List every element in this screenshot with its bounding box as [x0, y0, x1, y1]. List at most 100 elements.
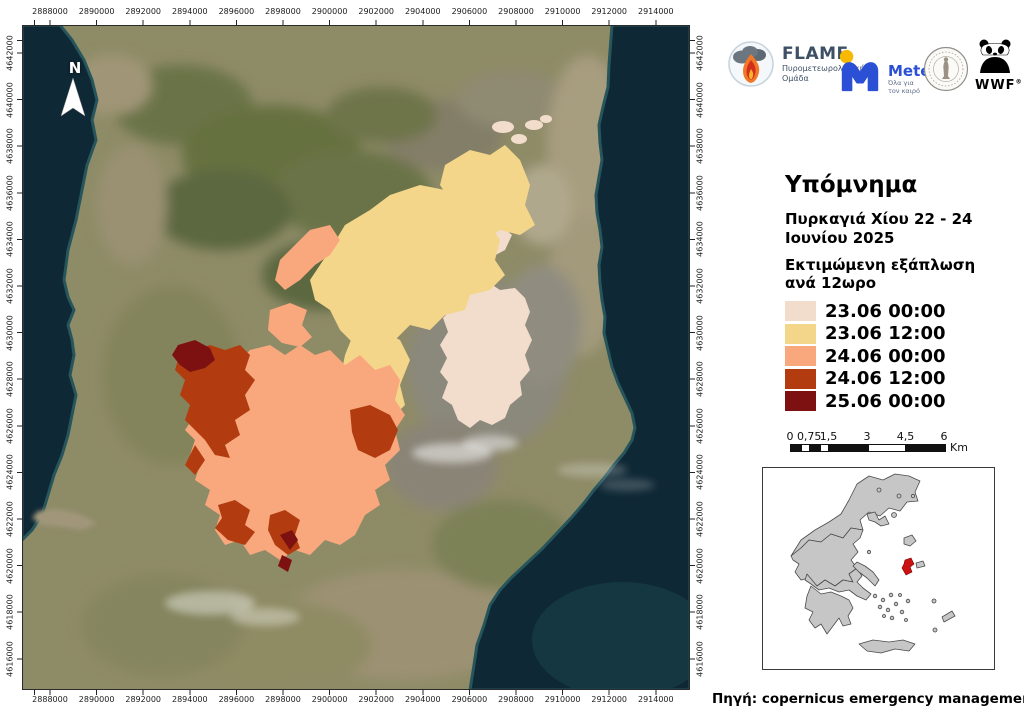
scale-bar-number: 0: [786, 430, 794, 443]
y-coordinate-label: 4634000: [695, 221, 705, 258]
x-coordinate-label: 2890000: [78, 695, 115, 704]
x-coordinate-label: 2888000: [32, 695, 68, 704]
y-coordinate-label: 4618000: [695, 594, 705, 631]
fire-spread-2506-0000: [172, 340, 298, 572]
scale-bar-number: 0,75: [796, 430, 822, 443]
x-coordinate-label: 2894000: [171, 695, 208, 704]
y-coordinate-label: 4642000: [695, 35, 705, 71]
y-coordinate-label: 4636000: [695, 174, 705, 211]
legend-color-swatch: [785, 391, 816, 412]
legend-color-swatch: [785, 323, 816, 344]
scale-bar: 0 0,75 1,5 3 4,5 6 Km: [786, 430, 968, 456]
imagery-attribution: Maxar: [674, 691, 702, 701]
scale-bar-number: 6: [940, 430, 948, 443]
flame-logo-subtitle-1: Πυρομετεωρολογική: [782, 64, 865, 73]
x-coordinate-label: 2912000: [591, 7, 628, 16]
x-coordinate-label: 2898000: [265, 7, 301, 16]
north-arrow-icon: [60, 78, 86, 117]
legend: Υπόμνημα Πυρκαγιά Χίου 22 - 24 Ιουνίου 2…: [785, 172, 1015, 413]
wwf-logo-title: WWF: [975, 78, 1016, 93]
x-coordinate-label: 2900000: [311, 695, 348, 704]
flame-logo-icon: [728, 41, 774, 87]
meteo-logo-subtitle-2: τον καιρό: [888, 86, 921, 95]
legend-item: 24.06 00:00: [785, 345, 1015, 368]
x-coordinate-label: 2910000: [544, 7, 581, 16]
y-axis-labels-right: 4642000 4640000 4638000 4636000 4634000 46320…: [692, 25, 708, 690]
legend-item-label: 24.06 00:00: [825, 345, 946, 367]
y-coordinate-label: 4638000: [695, 128, 705, 165]
legend-color-swatch: [785, 368, 816, 389]
legend-item: 25.06 00:00: [785, 390, 1015, 413]
x-coordinate-label: 2892000: [125, 7, 162, 16]
legend-item: 23.06 12:00: [785, 323, 1015, 346]
header-logos: FLAME Πυρομετεωρολογική Ομάδα Meteo Όλα …: [715, 36, 1022, 111]
y-axis-labels-left: 4642000 4640000 4638000 4636000 4634000 46320…: [2, 25, 18, 690]
y-coordinate-label: 4642000: [5, 35, 15, 71]
y-coordinate-label: 4640000: [5, 81, 15, 118]
x-coordinate-label: 2904000: [404, 7, 441, 16]
university-seal-icon: [923, 46, 969, 96]
legend-item-label: 23.06 12:00: [825, 323, 946, 345]
inset-map-greece: [762, 467, 995, 670]
x-coordinate-label: 2914000: [637, 695, 674, 704]
x-coordinate-label: 2902000: [358, 695, 395, 704]
y-coordinate-label: 4622000: [695, 501, 705, 537]
x-coordinate-label: 2908000: [498, 695, 534, 704]
satellite-imagery: [22, 25, 690, 690]
y-coordinate-label: 4624000: [5, 454, 15, 491]
wwf-logo: WWF®: [975, 39, 1022, 93]
x-coordinate-label: 2894000: [171, 7, 208, 16]
y-coordinate-label: 4632000: [695, 268, 705, 304]
legend-item-label: 23.06 00:00: [825, 300, 946, 322]
greece-outline: [790, 473, 956, 654]
y-coordinate-label: 4628000: [5, 361, 15, 398]
legend-item-label: 25.06 00:00: [825, 390, 946, 412]
meteo-logo-icon: [839, 49, 879, 92]
clouds: [165, 435, 655, 626]
legend-item: 24.06 12:00: [785, 368, 1015, 391]
y-coordinate-label: 4634000: [5, 221, 15, 258]
north-label: N: [68, 59, 82, 77]
north-arrow: N: [58, 59, 92, 118]
y-coordinate-label: 4618000: [5, 594, 15, 631]
y-coordinate-label: 4624000: [695, 454, 705, 491]
legend-title: Υπόμνημα: [785, 172, 918, 198]
scale-bar-number: 3: [863, 430, 871, 443]
legend-color-swatch: [785, 301, 816, 322]
x-coordinate-label: 2902000: [358, 7, 395, 16]
y-coordinate-label: 4628000: [695, 361, 705, 398]
legend-subtitle: Πυρκαγιά Χίου 22 - 24 Ιουνίου 2025: [785, 210, 973, 247]
legend-color-swatch: [785, 346, 816, 367]
wwf-registered-mark: ®: [1015, 78, 1023, 86]
x-coordinate-label: 2906000: [451, 695, 488, 704]
scale-bar-number: 4,5: [896, 430, 915, 443]
y-coordinate-label: 4640000: [695, 81, 705, 118]
legend-item: 23.06 00:00: [785, 300, 1015, 323]
x-coordinate-label: 2888000: [32, 7, 68, 16]
y-coordinate-label: 4638000: [5, 128, 15, 165]
x-coordinate-label: 2910000: [544, 695, 581, 704]
coastal-cape: [32, 509, 97, 530]
x-coordinate-label: 2900000: [311, 7, 348, 16]
y-coordinate-label: 4630000: [695, 314, 705, 351]
y-coordinate-label: 4632000: [5, 268, 15, 304]
y-coordinate-label: 4620000: [5, 547, 15, 584]
flame-logo: FLAME Πυρομετεωρολογική Ομάδα: [727, 40, 865, 88]
x-coordinate-label: 2892000: [125, 695, 162, 704]
y-coordinate-label: 4636000: [5, 174, 15, 211]
panda-icon: [979, 39, 1011, 73]
legend-description: Εκτιμώμενη εξάπλωση ανά 12ωρο: [785, 255, 976, 293]
y-coordinate-label: 4616000: [695, 640, 705, 677]
source-attribution: Πηγή: copernicus emergency management se…: [712, 691, 1024, 707]
x-coordinate-label: 2896000: [218, 695, 255, 704]
meteo-logo: Meteo Όλα για τον καιρό: [837, 48, 941, 96]
x-coordinate-label: 2896000: [218, 7, 255, 16]
y-coordinate-label: 4626000: [695, 407, 705, 444]
x-coordinate-label: 2906000: [451, 7, 488, 16]
x-coordinate-label: 2890000: [78, 7, 115, 16]
x-coordinate-label: 2912000: [591, 695, 628, 704]
map-satellite-view: N Maxar: [22, 25, 702, 701]
y-coordinate-label: 4616000: [5, 640, 15, 677]
y-coordinate-label: 4630000: [5, 314, 15, 351]
